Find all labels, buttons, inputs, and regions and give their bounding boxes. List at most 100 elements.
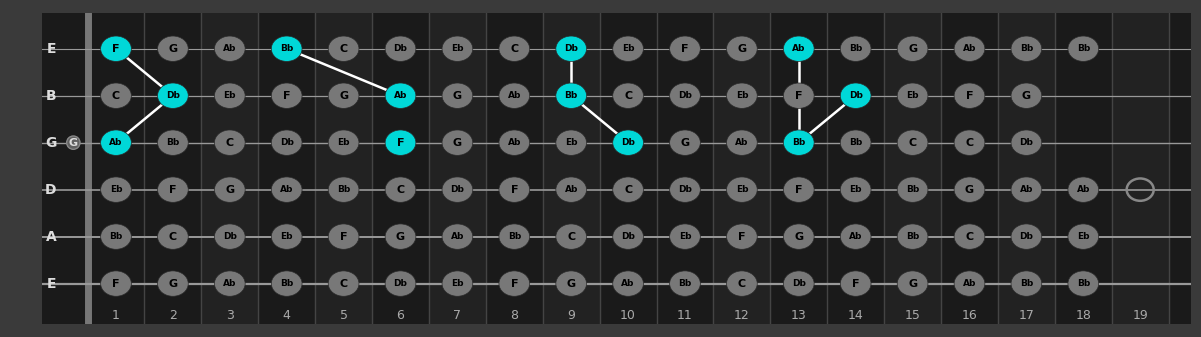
Text: 13: 13	[791, 309, 807, 322]
Circle shape	[498, 130, 530, 155]
Circle shape	[498, 271, 530, 296]
Circle shape	[215, 36, 245, 61]
Text: C: C	[966, 137, 974, 148]
Text: Db: Db	[394, 44, 407, 53]
Text: Eb: Eb	[907, 91, 919, 100]
Text: F: F	[852, 279, 860, 288]
Circle shape	[215, 177, 245, 202]
Text: Eb: Eb	[452, 279, 464, 288]
Text: B: B	[46, 89, 56, 103]
Text: Db: Db	[791, 279, 806, 288]
Text: Db: Db	[621, 232, 635, 241]
Text: G: G	[168, 44, 178, 54]
Text: Eb: Eb	[1077, 232, 1089, 241]
Text: Ab: Ab	[450, 232, 464, 241]
Text: C: C	[340, 279, 347, 288]
Text: Db: Db	[564, 44, 578, 53]
Text: Ab: Ab	[508, 91, 521, 100]
Text: G: G	[794, 232, 803, 242]
Circle shape	[1068, 271, 1099, 296]
Text: D: D	[44, 183, 56, 196]
Text: 17: 17	[1018, 309, 1034, 322]
Text: Db: Db	[394, 279, 407, 288]
Text: G: G	[453, 91, 462, 101]
Circle shape	[954, 271, 985, 296]
Text: 10: 10	[620, 309, 637, 322]
Text: Eb: Eb	[849, 185, 862, 194]
Text: G: G	[168, 279, 178, 288]
Text: F: F	[283, 91, 291, 101]
Text: Ab: Ab	[394, 91, 407, 100]
Circle shape	[783, 271, 814, 296]
Text: C: C	[737, 279, 746, 288]
Circle shape	[157, 83, 189, 109]
Text: C: C	[340, 44, 347, 54]
Circle shape	[498, 224, 530, 249]
Text: Eb: Eb	[736, 185, 748, 194]
Circle shape	[1068, 36, 1099, 61]
Text: G: G	[1022, 91, 1030, 101]
Circle shape	[101, 36, 131, 61]
Circle shape	[954, 177, 985, 202]
Circle shape	[954, 83, 985, 109]
Bar	[315, 13, 372, 324]
Circle shape	[897, 177, 928, 202]
Circle shape	[954, 130, 985, 155]
Text: C: C	[169, 232, 177, 242]
Text: C: C	[625, 91, 632, 101]
Circle shape	[1011, 36, 1041, 61]
Circle shape	[670, 36, 700, 61]
Circle shape	[897, 36, 928, 61]
Text: Db: Db	[679, 185, 692, 194]
Circle shape	[670, 271, 700, 296]
Text: Ab: Ab	[793, 44, 806, 53]
Circle shape	[386, 36, 416, 61]
Circle shape	[613, 130, 644, 155]
Circle shape	[783, 130, 814, 155]
Text: G: G	[226, 185, 234, 195]
Circle shape	[157, 271, 189, 296]
Text: Ab: Ab	[564, 185, 578, 194]
Circle shape	[215, 224, 245, 249]
Circle shape	[386, 271, 416, 296]
Circle shape	[101, 130, 131, 155]
Text: C: C	[510, 44, 519, 54]
Circle shape	[328, 130, 359, 155]
Text: Ab: Ab	[508, 138, 521, 147]
Circle shape	[271, 177, 303, 202]
Circle shape	[271, 83, 303, 109]
Circle shape	[613, 36, 644, 61]
Circle shape	[386, 224, 416, 249]
Circle shape	[897, 130, 928, 155]
Circle shape	[442, 36, 473, 61]
Circle shape	[271, 130, 303, 155]
Circle shape	[498, 36, 530, 61]
Circle shape	[783, 177, 814, 202]
Circle shape	[157, 177, 189, 202]
Circle shape	[101, 177, 131, 202]
Text: F: F	[396, 137, 405, 148]
Circle shape	[101, 83, 131, 109]
Circle shape	[101, 224, 131, 249]
Bar	[1112, 13, 1169, 324]
Text: 8: 8	[510, 309, 519, 322]
Circle shape	[954, 224, 985, 249]
Circle shape	[556, 224, 586, 249]
Text: F: F	[739, 232, 746, 242]
Bar	[884, 13, 942, 324]
Text: 3: 3	[226, 309, 234, 322]
Circle shape	[670, 130, 700, 155]
Text: F: F	[966, 91, 973, 101]
Text: 15: 15	[904, 309, 920, 322]
Text: Ab: Ab	[963, 279, 976, 288]
Text: C: C	[625, 185, 632, 195]
Text: Eb: Eb	[337, 138, 349, 147]
Text: Eb: Eb	[281, 232, 293, 241]
Text: C: C	[966, 232, 974, 242]
Text: 9: 9	[567, 309, 575, 322]
Text: Db: Db	[679, 91, 692, 100]
Circle shape	[670, 83, 700, 109]
Text: G: G	[44, 136, 56, 150]
Circle shape	[727, 36, 758, 61]
Text: Bb: Bb	[906, 185, 919, 194]
